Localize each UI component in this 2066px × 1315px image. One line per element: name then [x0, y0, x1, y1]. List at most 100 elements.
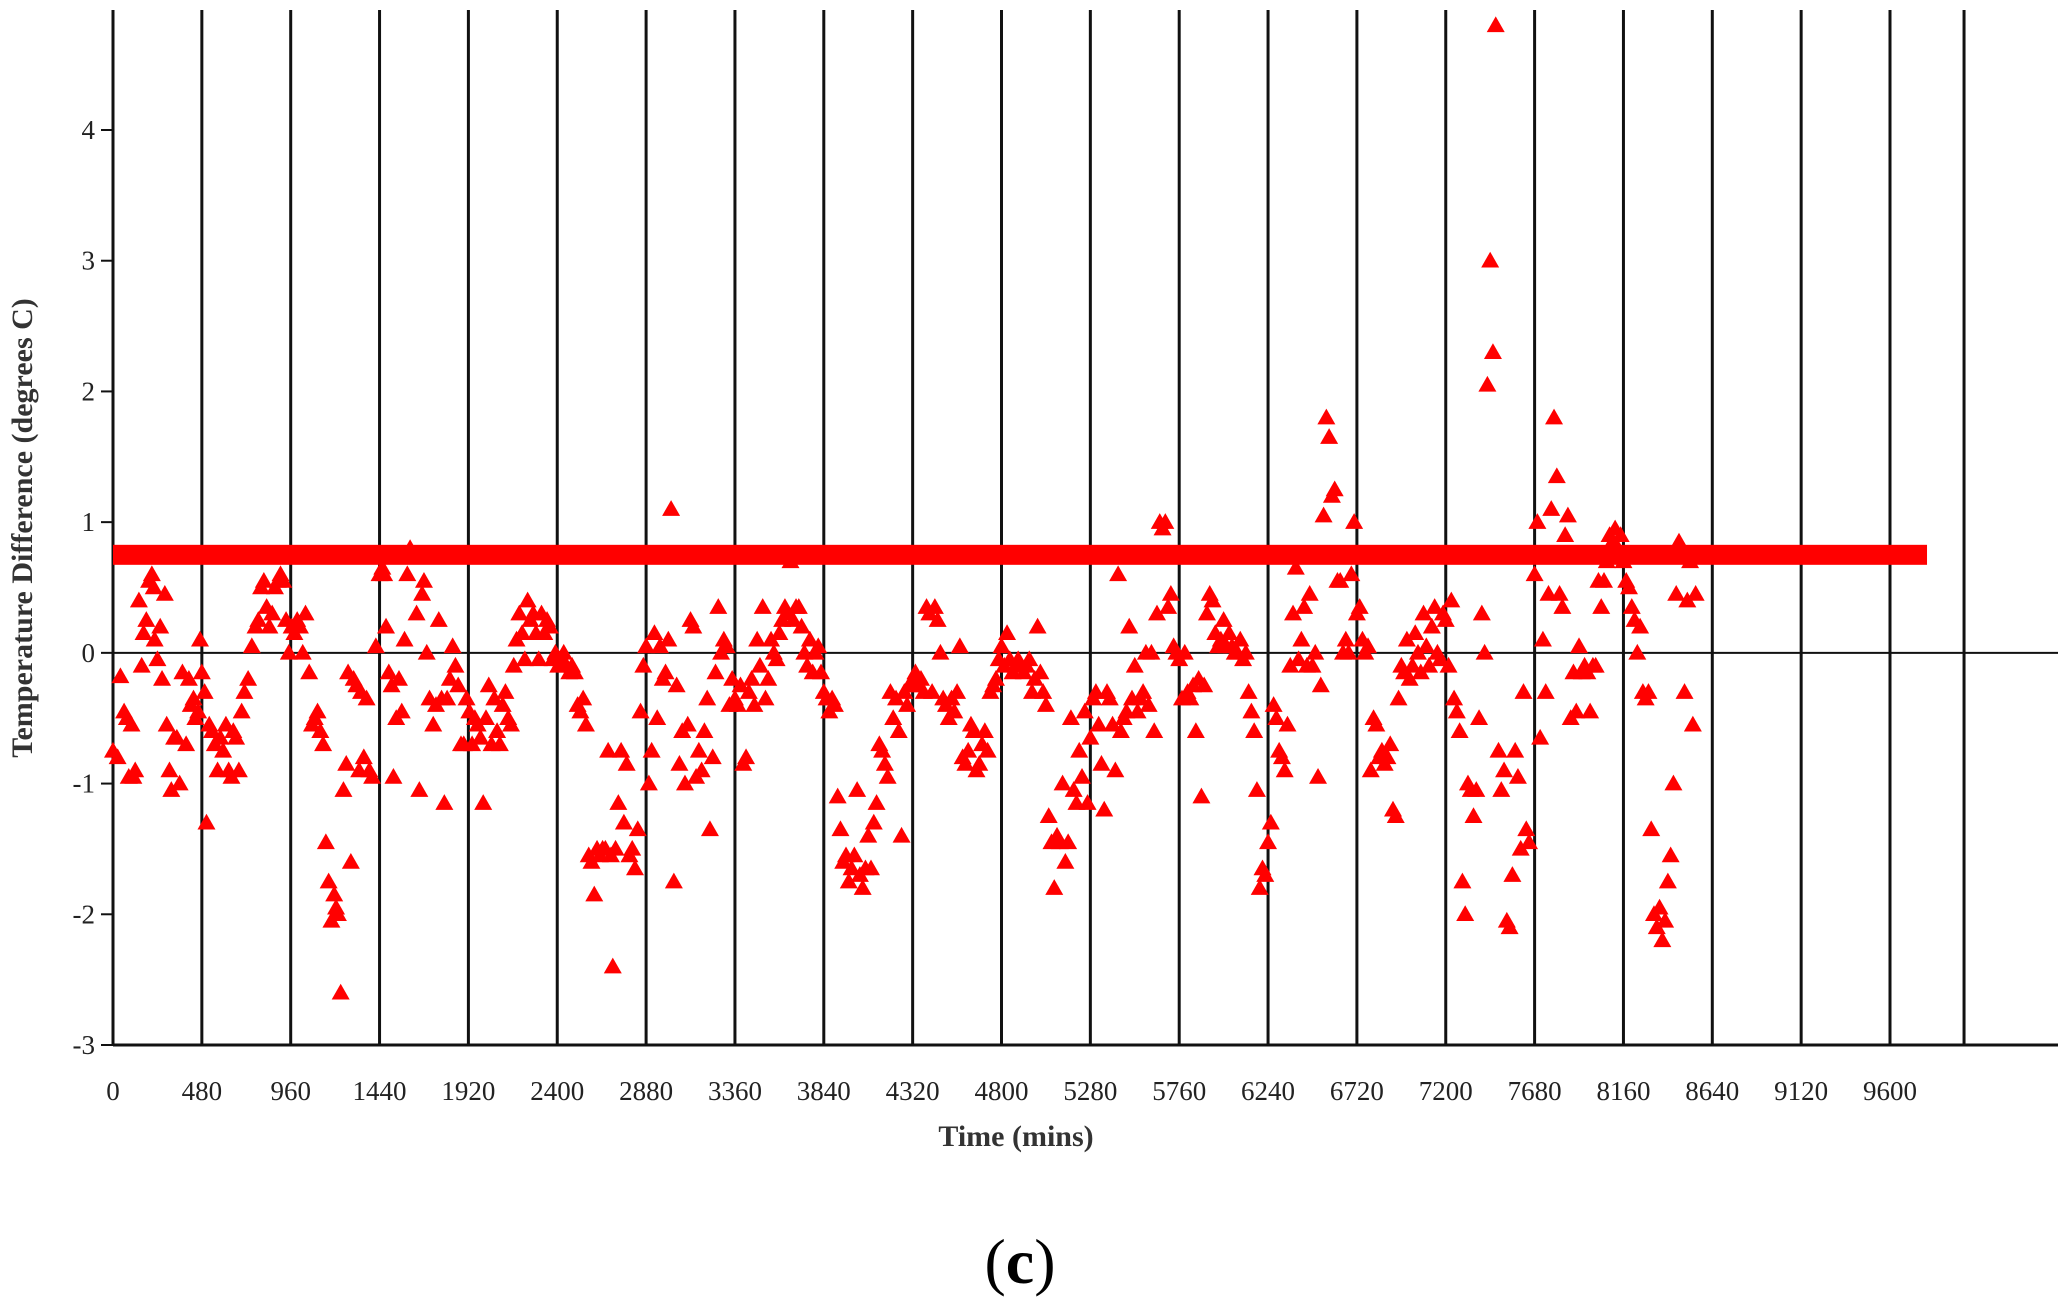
data-point-133: [463, 735, 482, 752]
data-point-341: [1039, 807, 1058, 823]
x-tick-label-18: 8640: [1685, 1076, 1739, 1106]
data-point-103: [379, 663, 398, 680]
data-point-18: [151, 617, 170, 634]
data-point-272: [848, 781, 867, 797]
data-point-355: [1078, 794, 1097, 810]
data-point-229: [728, 696, 747, 712]
data-point-571: [1678, 591, 1697, 608]
data-point-53: [242, 637, 261, 654]
data-point-227: [723, 670, 742, 686]
data-point-572: [1681, 552, 1700, 569]
data-point-380: [1147, 604, 1166, 621]
data-point-188: [614, 813, 633, 830]
data-point-522: [1542, 500, 1561, 516]
x-tick-label-2: 960: [270, 1076, 311, 1106]
data-point-269: [839, 872, 858, 889]
axes: [101, 10, 2058, 1047]
data-point-476: [1414, 604, 1433, 621]
data-point-277: [862, 859, 881, 876]
data-point-397: [1195, 676, 1214, 693]
data-point-192: [625, 859, 644, 876]
data-point-431: [1289, 650, 1308, 667]
data-point-370: [1120, 617, 1139, 634]
data-point-523: [1545, 408, 1564, 425]
data-point-361: [1095, 800, 1114, 817]
x-tick-label-15: 7200: [1419, 1076, 1473, 1106]
data-point-482: [1431, 650, 1450, 667]
data-point-26: [170, 774, 189, 791]
data-point-569: [1672, 539, 1691, 556]
data-point-563: [1656, 911, 1675, 928]
data-point-426: [1275, 761, 1294, 778]
data-point-354: [1075, 702, 1094, 719]
data-point-309: [950, 637, 969, 654]
data-point-437: [1306, 643, 1325, 660]
data-point-502: [1486, 16, 1505, 33]
data-point-299: [923, 683, 942, 699]
data-point-488: [1447, 702, 1466, 719]
data-point-363: [1100, 689, 1119, 706]
data-point-31: [184, 689, 203, 706]
data-point-429: [1284, 604, 1303, 621]
data-point-82: [325, 885, 344, 902]
data-point-189: [617, 754, 636, 771]
data-point-295: [911, 670, 930, 686]
data-point-157: [529, 650, 548, 667]
data-point-364: [1103, 715, 1122, 732]
data-point-421: [1261, 813, 1280, 830]
data-point-66: [279, 643, 298, 660]
data-point-85: [331, 983, 350, 1000]
x-tick-label-12: 5760: [1152, 1076, 1206, 1106]
x-tick-label-13: 6240: [1241, 1076, 1295, 1106]
data-point-486: [1442, 591, 1461, 608]
data-point-565: [1661, 846, 1680, 863]
data-point-205: [662, 500, 681, 516]
data-point-508: [1503, 866, 1522, 882]
data-point-526: [1553, 598, 1572, 614]
data-point-173: [574, 689, 593, 706]
data-point-512: [1514, 683, 1533, 699]
data-point-112: [403, 545, 422, 562]
data-point-495: [1467, 781, 1486, 797]
data-point-101: [375, 565, 394, 582]
data-point-225: [717, 637, 736, 654]
x-tick-label-10: 4800: [975, 1076, 1029, 1106]
data-point-463: [1378, 748, 1397, 765]
data-point-252: [792, 617, 811, 634]
data-point-377: [1139, 696, 1158, 712]
data-point-148: [504, 656, 523, 673]
data-point-147: [501, 715, 520, 732]
data-point-352: [1070, 741, 1089, 758]
data-point-467: [1389, 689, 1408, 706]
vertical-gridlines: [111, 10, 1966, 1045]
data-point-161: [540, 617, 559, 634]
data-point-337: [1028, 617, 1047, 634]
data-point-425: [1272, 748, 1291, 765]
x-tick-label-4: 1920: [441, 1076, 495, 1106]
data-point-57: [254, 571, 273, 588]
data-point-59: [260, 617, 279, 634]
data-point-87: [337, 754, 356, 771]
data-point-442: [1320, 428, 1339, 444]
data-point-417: [1250, 879, 1269, 895]
data-point-107: [389, 670, 408, 686]
data-point-367: [1111, 722, 1130, 739]
data-point-258: [809, 637, 828, 654]
data-point-184: [603, 957, 622, 974]
data-point-25: [167, 728, 186, 745]
x-tick-labels: 0 480 960 1440 1920 2400 2880 3360 3840 4320 4800 5…: [106, 1076, 1917, 1106]
data-point-198: [642, 741, 661, 758]
data-point-536: [1581, 702, 1600, 719]
data-point-553: [1628, 643, 1647, 660]
data-point-288: [892, 826, 911, 843]
data-point-287: [889, 722, 908, 739]
data-point-500: [1481, 251, 1500, 268]
data-point-473: [1406, 624, 1425, 640]
data-point-255: [800, 630, 819, 647]
data-point-365: [1106, 761, 1125, 778]
data-point-485: [1439, 656, 1458, 673]
x-tick-label-5: 2400: [530, 1076, 584, 1106]
data-point-301: [928, 611, 947, 627]
data-point-398: [1197, 604, 1216, 621]
data-point-220: [703, 748, 722, 765]
